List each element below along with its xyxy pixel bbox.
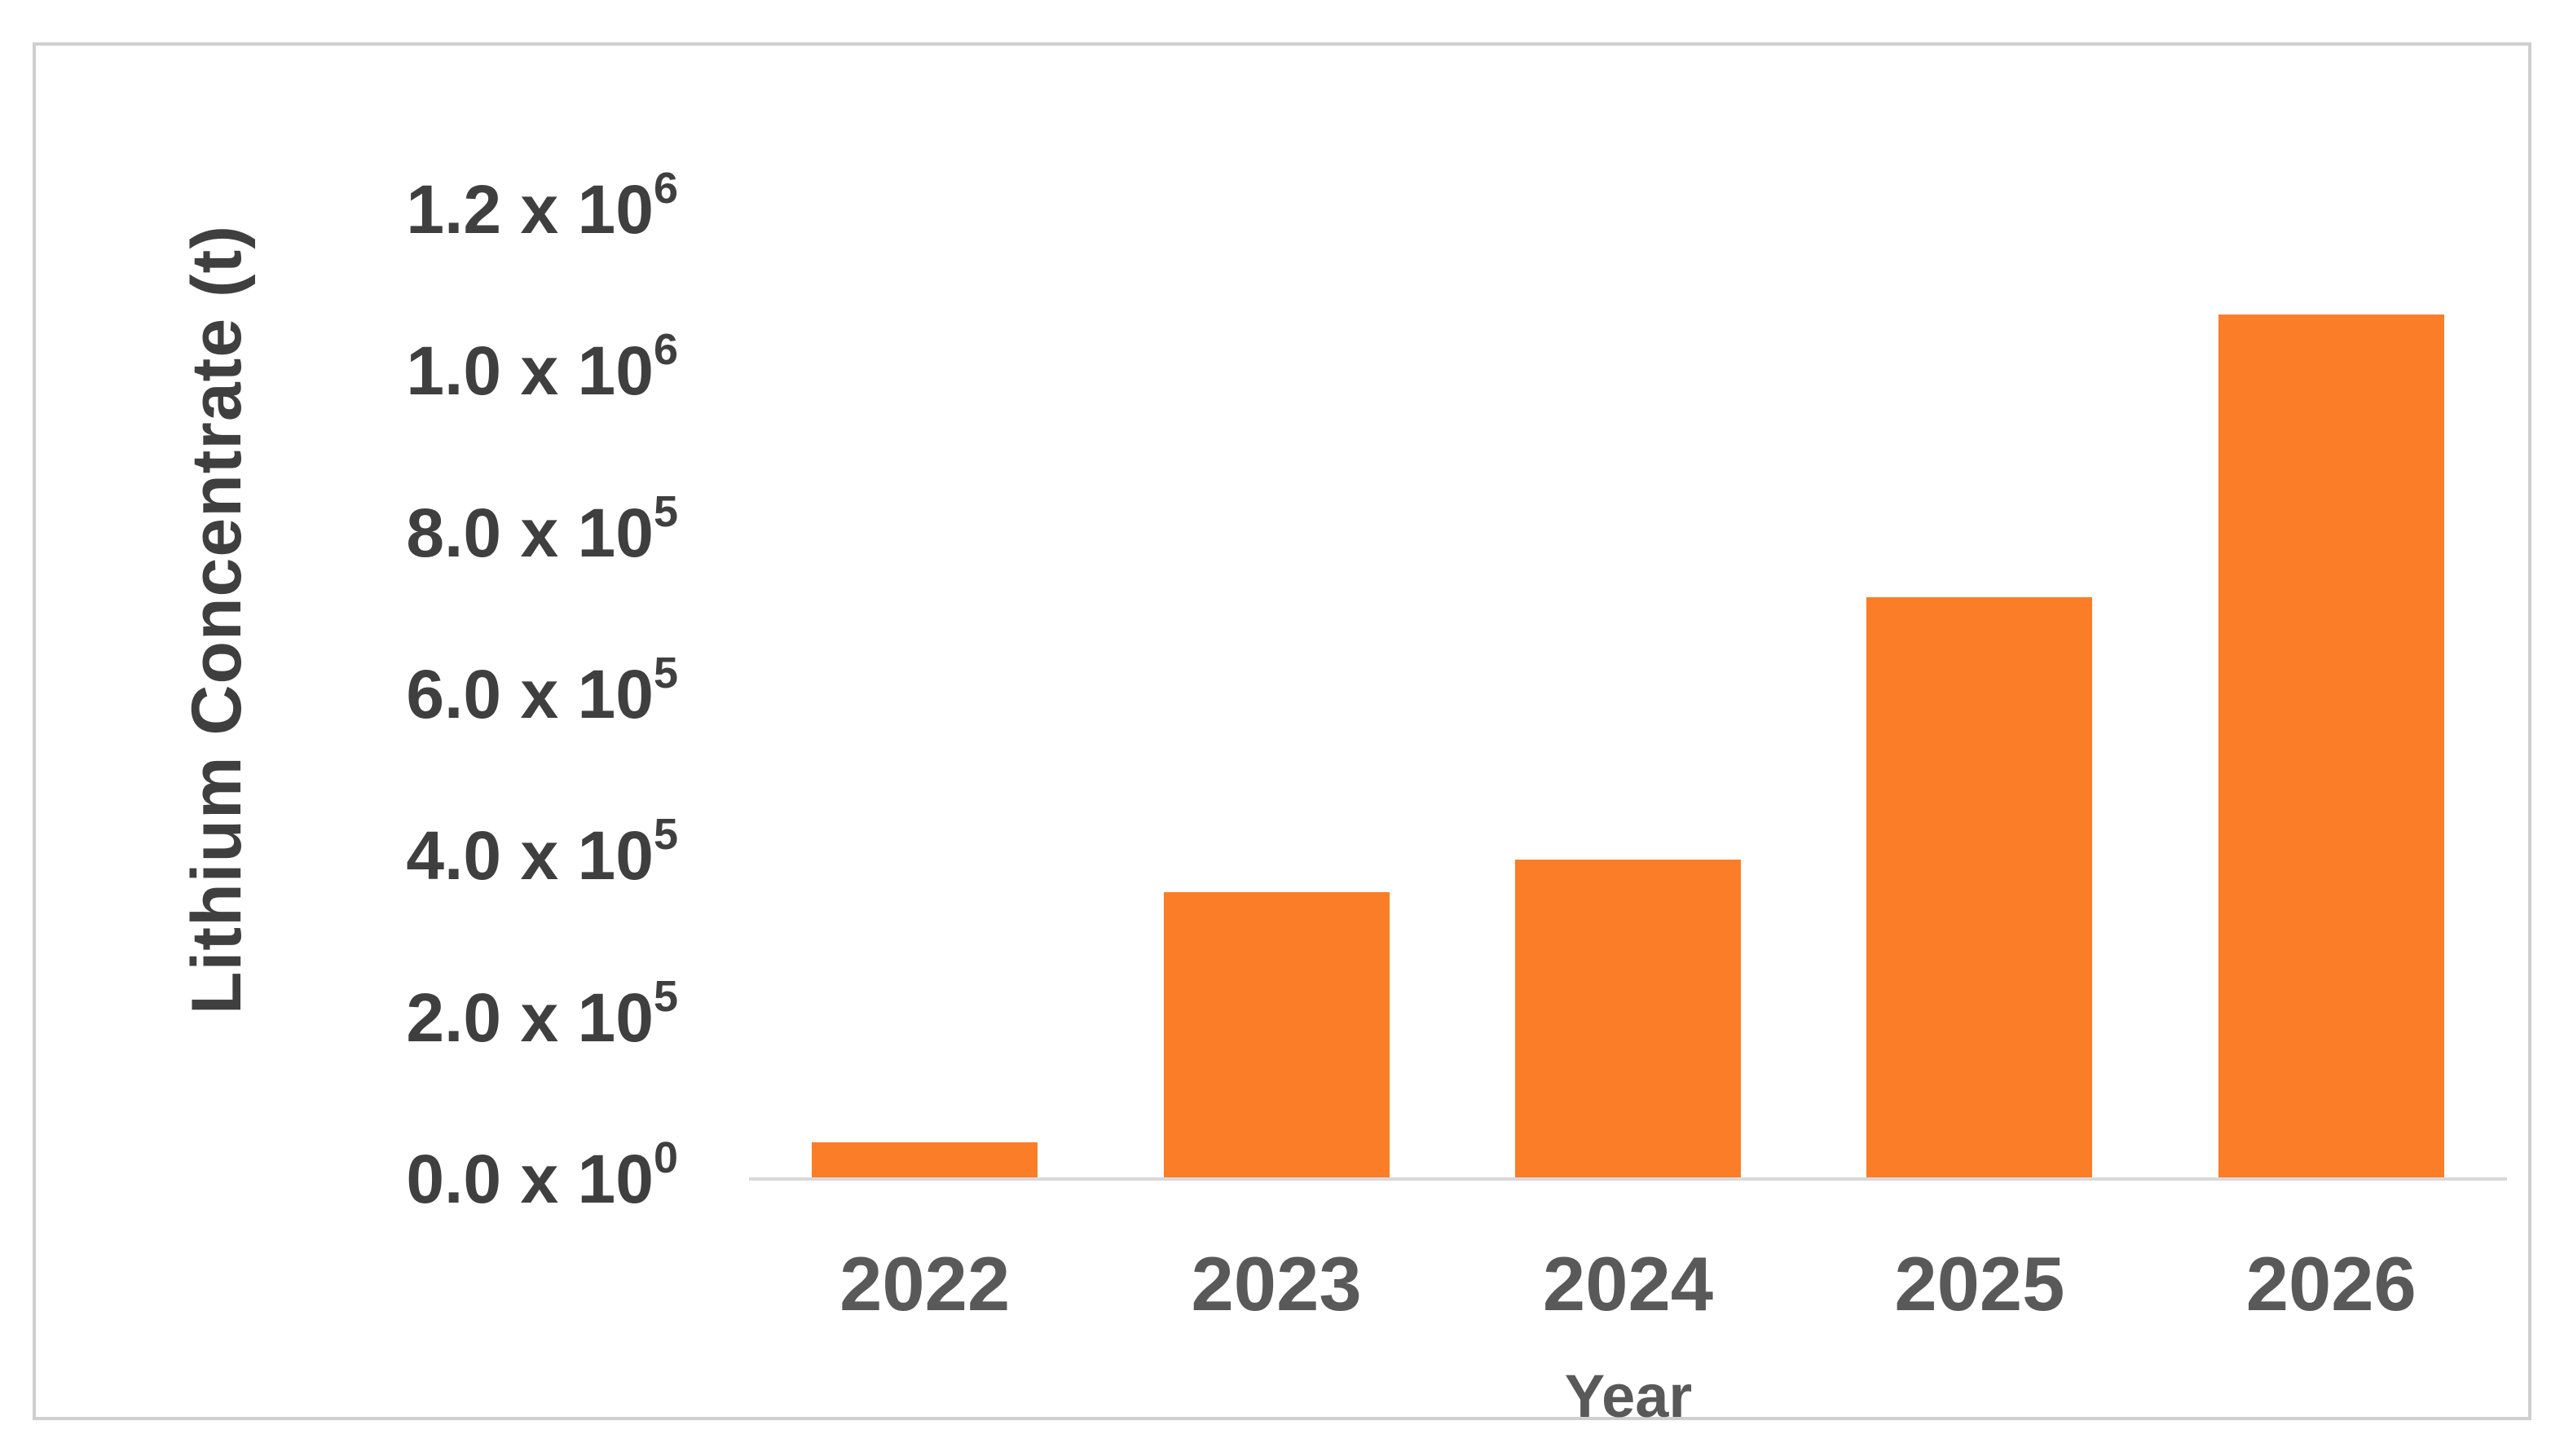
bar-2022 [812,1142,1038,1179]
x-tick-label-2023: 2023 [1191,1241,1362,1326]
bar-2024 [1515,860,1741,1179]
x-axis-title: Year [1564,1362,1693,1430]
x-tick-label-2025: 2025 [1894,1241,2065,1326]
x-tick-label-2022: 2022 [839,1241,1011,1326]
y-tick-label-0: 0.0 x 100 [406,1133,678,1217]
bar-2025 [1866,597,2093,1179]
bar-2023 [1163,891,1390,1179]
x-tick-label-2024: 2024 [1542,1241,1714,1326]
chart-frame: Lithium Concentrate (t) 0.0 x 100 2.0 x 1… [33,42,2531,1429]
bar-2026 [2218,314,2444,1179]
y-tick-label-400000: 4.0 x 105 [406,810,678,895]
y-tick-label-800000: 8.0 x 105 [406,486,678,571]
x-axis-line [749,1177,2507,1181]
y-tick-label-1200000: 1.2 x 106 [406,164,678,248]
y-tick-label-200000: 2.0 x 105 [406,971,678,1056]
y-tick-label-1000000: 1.0 x 106 [406,325,678,410]
y-tick-label-600000: 6.0 x 105 [406,649,678,732]
x-tick-label-2026: 2026 [2245,1241,2417,1326]
